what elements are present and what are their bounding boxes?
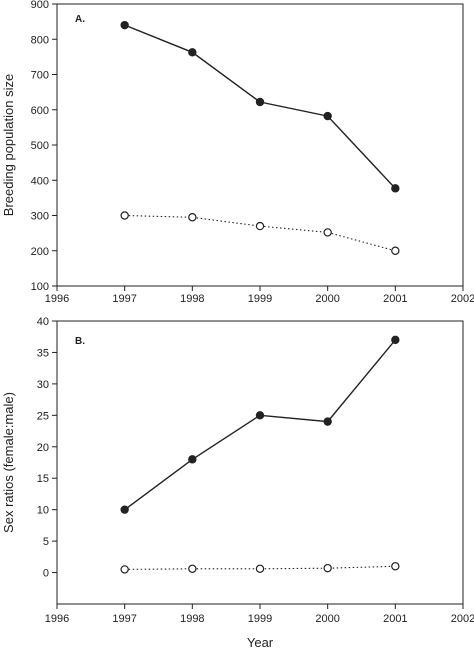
series-2-point [120,565,129,574]
x-tick-label: 1996 [45,293,69,305]
panel-label: A. [75,14,85,25]
series-2-point [255,221,265,231]
panel-a: 1996 1997 1998 1999 2000 2001 2002 100 200 300 400… [1,0,474,305]
series-2-point [323,228,332,237]
x-tick-label: 1996 [45,613,69,625]
y-tick-label: 500 [31,140,49,152]
plot-frame [56,320,464,605]
y-tick-label: 0 [43,568,49,580]
y-tick-label: 5 [43,536,49,548]
y-axis-title: Breeding population size [1,74,16,216]
y-tick-label: 600 [31,105,49,117]
x-tick-label: 2000 [315,613,339,625]
y-tick-label: 300 [31,211,49,223]
series-1-point [391,335,400,345]
y-tick-label: 800 [31,34,49,46]
series-1-line [124,24,396,189]
series-1-point [391,184,400,193]
series-2-point [255,564,265,573]
series-1-point [323,111,332,121]
y-tick-label: 20 [37,442,49,454]
y-tick-label: 100 [31,281,49,293]
x-tick-label: 2000 [315,293,339,305]
x-tick-label: 2002 [451,613,474,625]
series-1-point [255,411,265,420]
series-1-point [188,48,197,57]
y-tick-label: 700 [31,70,49,82]
series-1-point [188,455,197,464]
x-tick-label: 1998 [180,293,204,305]
series-1-line [124,339,396,511]
x-tick-label: 1997 [112,293,136,305]
series-1-point [323,417,332,426]
y-axis-title: Sex ratios (female:male) [1,392,16,533]
series-1-point [255,97,265,107]
panel-b: 1996 1997 1998 1999 2000 2001 2002 0 5 10 15 20 25 30… [1,316,474,650]
series-1-point [120,20,129,30]
plot-frame [56,3,464,287]
series-2-point [323,563,332,573]
x-tick-label: 1999 [248,293,272,305]
y-tick-label: 200 [31,246,49,258]
series-1-point [120,505,129,514]
series-2-point [188,213,197,222]
series-2-point [188,564,197,573]
series-2-point [120,211,129,220]
y-tick-label: 900 [31,0,49,11]
y-tick-label: 10 [37,505,49,517]
x-tick-label: 1999 [248,613,272,625]
x-tick-label: 2001 [383,613,407,625]
x-tick-label: 1998 [180,613,204,625]
x-tick-label: 1997 [112,613,136,625]
y-tick-label: 400 [31,175,49,187]
series-2-line [124,214,396,252]
y-tick-label: 25 [37,410,49,422]
x-axis-title: Year [247,635,274,650]
series-2-point [391,246,400,255]
y-tick-label: 40 [37,316,49,328]
series-2-point [391,562,400,571]
y-tick-label: 30 [37,379,49,391]
x-tick-label: 2001 [383,293,407,305]
x-tick-label: 2002 [451,293,474,305]
panel-label: B. [75,336,85,347]
series-2-line [124,565,396,570]
y-tick-label: 15 [37,473,49,485]
y-tick-label: 35 [37,347,49,359]
